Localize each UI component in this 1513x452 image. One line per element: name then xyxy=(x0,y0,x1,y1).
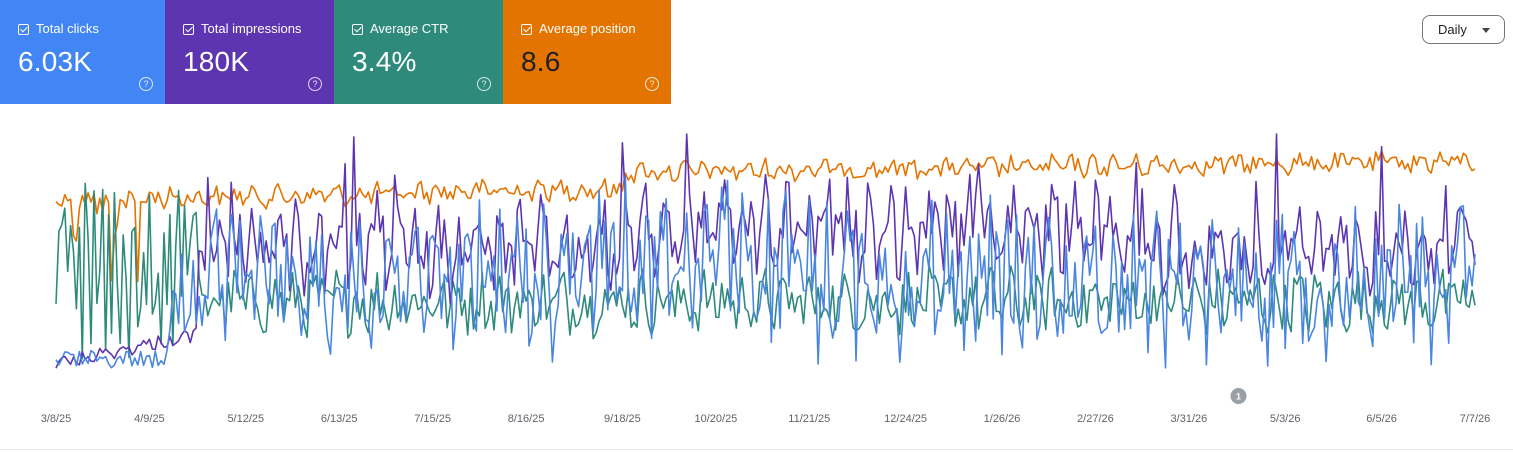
x-tick-label: 7/15/25 xyxy=(414,413,451,425)
x-tick-label: 10/20/25 xyxy=(694,413,737,425)
annotation-label: 1 xyxy=(1236,392,1241,402)
x-tick-label: 5/12/25 xyxy=(227,413,264,425)
metric-card-total-clicks[interactable]: Total clicks 6.03K ? xyxy=(0,0,165,104)
performance-chart[interactable]: 1 3/8/25 4/9/25 5/12/25 6/13/25 7/15/25 8/16/… xyxy=(0,104,1513,449)
x-tick-label: 8/16/25 xyxy=(508,413,545,425)
x-tick-label: 7/7/26 xyxy=(1460,413,1491,425)
chart-series-lines xyxy=(55,133,1476,369)
metric-label: Average position xyxy=(539,21,636,36)
x-tick-label: 3/8/25 xyxy=(41,413,72,425)
divider xyxy=(0,449,1513,450)
metric-value: 6.03K xyxy=(18,46,93,77)
help-icon[interactable]: ? xyxy=(477,77,491,91)
checkbox-checked-icon[interactable] xyxy=(352,23,363,35)
metric-label: Total impressions xyxy=(201,21,302,36)
series-line-total-clicks xyxy=(55,175,1476,369)
metric-card-average-ctr[interactable]: Average CTR 3.4% ? xyxy=(334,0,503,104)
metric-label: Total clicks xyxy=(36,21,99,36)
x-tick-label: 5/3/26 xyxy=(1270,413,1301,425)
metric-card-total-impressions[interactable]: Total impressions 180K ? xyxy=(165,0,334,104)
metric-cards: Total clicks 6.03K ? Total impressions 1… xyxy=(0,0,671,104)
metric-value: 8.6 xyxy=(521,46,561,77)
granularity-dropdown[interactable]: Daily xyxy=(1422,15,1505,44)
x-tick-label: 9/18/25 xyxy=(604,413,641,425)
checkbox-checked-icon[interactable] xyxy=(521,23,532,35)
x-axis-labels: 3/8/25 4/9/25 5/12/25 6/13/25 7/15/25 8/16/25… xyxy=(41,413,1491,425)
chevron-down-icon xyxy=(1482,28,1490,33)
x-tick-label: 11/21/25 xyxy=(788,413,830,425)
series-line-average-position xyxy=(55,149,1476,283)
x-tick-label: 12/24/25 xyxy=(884,413,927,425)
x-tick-label: 6/5/26 xyxy=(1366,413,1397,425)
metric-label: Average CTR xyxy=(370,21,449,36)
metric-value: 3.4% xyxy=(352,46,417,77)
checkbox-checked-icon[interactable] xyxy=(18,23,29,35)
metric-card-average-position[interactable]: Average position 8.6 ? xyxy=(503,0,671,104)
help-icon[interactable]: ? xyxy=(139,77,153,91)
x-tick-label: 3/31/26 xyxy=(1171,413,1208,425)
metric-value: 180K xyxy=(183,46,250,77)
help-icon[interactable]: ? xyxy=(308,77,322,91)
granularity-label: Daily xyxy=(1438,22,1467,37)
annotation-marker[interactable] xyxy=(1230,388,1247,404)
x-tick-label: 4/9/25 xyxy=(134,413,165,425)
help-icon[interactable]: ? xyxy=(645,77,659,91)
x-tick-label: 6/13/25 xyxy=(321,413,358,425)
chart-annotations: 1 xyxy=(1230,388,1247,404)
x-tick-label: 2/27/26 xyxy=(1077,413,1114,425)
x-tick-label: 1/26/26 xyxy=(984,413,1021,425)
checkbox-checked-icon[interactable] xyxy=(183,23,194,35)
